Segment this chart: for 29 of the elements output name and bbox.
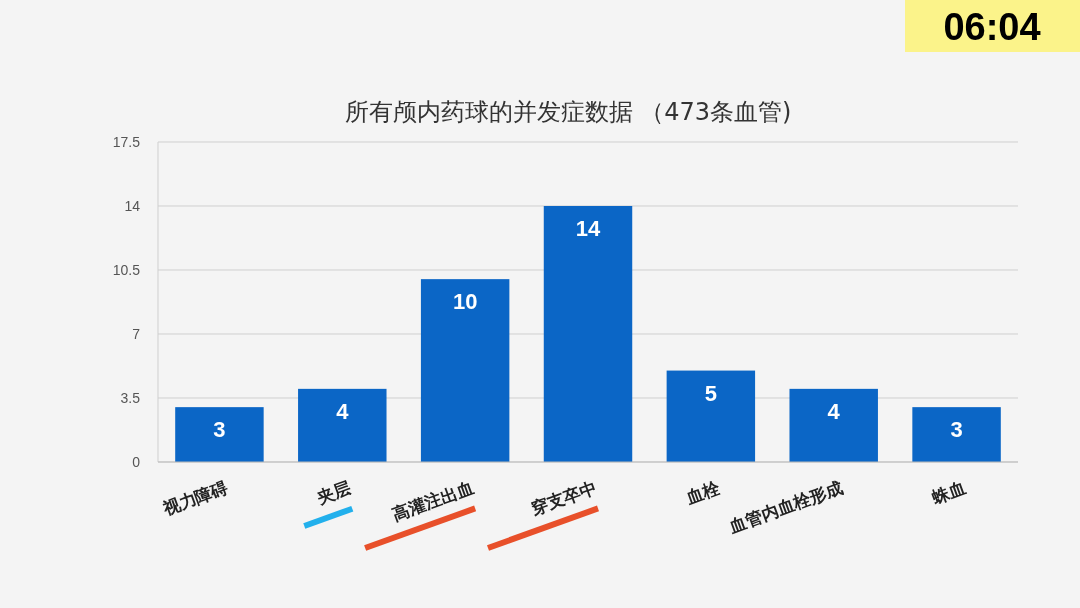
y-tick-label: 14: [124, 198, 141, 214]
bar: [543, 206, 633, 462]
data-label: 4: [336, 398, 350, 424]
x-tick-label: 血栓: [682, 476, 724, 508]
y-tick-label: 17.5: [112, 134, 141, 150]
chart-title: 所有颅内药球的并发症数据 （473条血管): [344, 98, 792, 126]
data-label: 10: [452, 289, 478, 315]
x-tick-label: 视力障碍: [159, 476, 231, 520]
x-tick-label: 血管内血栓形成: [725, 476, 846, 537]
data-label: 3: [213, 417, 226, 443]
data-label: 3: [950, 417, 963, 443]
x-tick-label: 高灌注出血: [389, 476, 477, 525]
bar: [789, 388, 878, 462]
y-tick-label: 7: [132, 326, 141, 342]
data-label: 5: [704, 380, 717, 406]
x-tick-label: 夹层: [313, 476, 354, 508]
x-tick-label: 蛛血: [928, 476, 968, 508]
bar: [666, 370, 756, 462]
y-tick-label: 0: [132, 454, 141, 470]
data-label: 14: [575, 216, 601, 241]
x-tick-label: 穿支卒中: [527, 476, 600, 520]
bar: [298, 388, 387, 462]
bar: [420, 279, 510, 462]
data-label: 4: [827, 398, 841, 424]
y-tick-label: 3.5: [120, 390, 141, 406]
bar: [175, 407, 264, 462]
bar: [912, 407, 1001, 462]
text: 06:04: [943, 6, 1041, 48]
y-tick-label: 10.5: [112, 262, 141, 278]
